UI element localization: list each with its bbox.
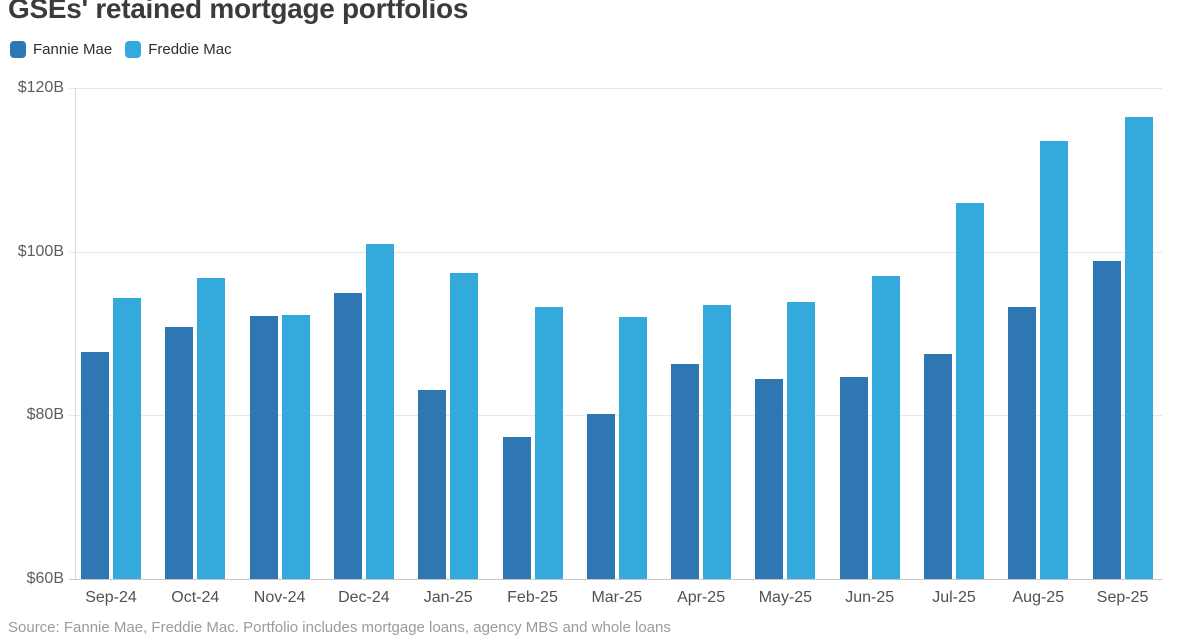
bar-freddie-mac-sep-25 (1125, 116, 1153, 579)
bar-fannie-mae-jul-25 (924, 354, 952, 579)
gridline-$120B (69, 88, 1162, 89)
gridline-$100B (69, 252, 1162, 253)
legend-item-freddie-mac: Freddie Mac (125, 41, 232, 58)
legend-label-freddie-mac: Freddie Mac (148, 41, 232, 58)
bar-fannie-mae-nov-24 (250, 315, 278, 579)
x-axis-label-sep-25: Sep-25 (1096, 589, 1149, 606)
bar-fannie-mae-sep-25 (1093, 260, 1121, 579)
x-axis-label-apr-25: Apr-25 (677, 589, 726, 606)
chart-legend: Fannie Mae Freddie Mac (10, 41, 232, 58)
x-axis-label-feb-25: Feb-25 (507, 589, 558, 606)
bar-fannie-mae-may-25 (755, 379, 783, 579)
bar-freddie-mac-mar-25 (619, 317, 647, 579)
bar-fannie-mae-jan-25 (418, 390, 446, 579)
bar-freddie-mac-oct-24 (197, 277, 225, 579)
x-axis-label-nov-24: Nov-24 (253, 589, 306, 606)
bar-freddie-mac-jan-25 (450, 272, 478, 579)
legend-swatch-freddie-mac (125, 41, 142, 58)
legend-label-fannie-mae: Fannie Mae (33, 41, 113, 58)
y-axis-label: $120B (17, 79, 64, 96)
x-axis-label-jun-25: Jun-25 (845, 589, 895, 606)
bar-fannie-mae-dec-24 (334, 293, 362, 579)
x-axis-label-dec-24: Dec-24 (338, 589, 390, 606)
bar-freddie-mac-aug-25 (1040, 141, 1068, 579)
x-axis-label-aug-25: Aug-25 (1012, 589, 1065, 606)
gridline-$60B (69, 579, 1162, 580)
bar-fannie-mae-aug-25 (1008, 306, 1036, 579)
bar-freddie-mac-nov-24 (282, 314, 310, 579)
page-title: GSEs' retained mortgage portfolios (8, 0, 469, 24)
legend-swatch-fannie-mae (10, 41, 26, 58)
bar-fannie-mae-mar-25 (587, 413, 615, 579)
x-axis-label-jan-25: Jan-25 (423, 589, 473, 606)
source-note: Source: Fannie Mae, Freddie Mac. Portfol… (8, 619, 671, 636)
bar-fannie-mae-feb-25 (503, 436, 531, 579)
x-axis-label-may-25: May-25 (758, 589, 813, 606)
x-axis-label-mar-25: Mar-25 (591, 589, 643, 606)
bar-freddie-mac-feb-25 (535, 307, 563, 579)
x-axis-label-sep-24: Sep-24 (85, 589, 137, 606)
bar-freddie-mac-dec-24 (366, 243, 394, 579)
bar-fannie-mae-sep-24 (81, 351, 109, 579)
legend-item-fannie-mae: Fannie Mae (10, 41, 112, 58)
bar-fannie-mae-oct-24 (165, 327, 193, 579)
y-axis-line (75, 88, 76, 579)
bar-freddie-mac-sep-24 (113, 297, 141, 579)
bar-fannie-mae-jun-25 (840, 376, 868, 579)
bar-fannie-mae-apr-25 (671, 363, 699, 579)
bar-freddie-mac-jun-25 (872, 276, 900, 579)
x-axis-label-oct-24: Oct-24 (171, 589, 220, 606)
y-axis-label: $60B (26, 570, 64, 587)
y-axis-label: $100B (17, 243, 64, 260)
gridline-$80B (69, 415, 1162, 416)
x-axis-label-jul-25: Jul-25 (932, 589, 976, 606)
y-axis-label: $80B (26, 406, 64, 423)
bar-freddie-mac-apr-25 (703, 304, 731, 579)
bar-freddie-mac-may-25 (787, 301, 815, 579)
bar-freddie-mac-jul-25 (956, 203, 984, 579)
